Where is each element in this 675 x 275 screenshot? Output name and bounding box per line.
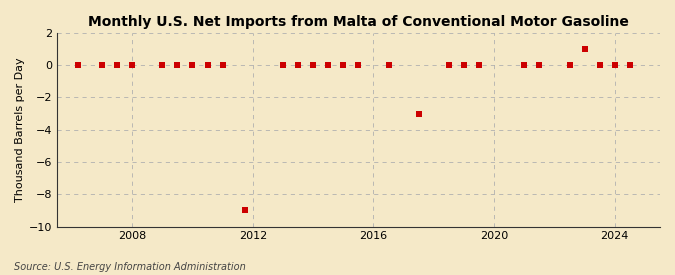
- Point: [97, 63, 107, 67]
- Point: [323, 63, 333, 67]
- Point: [338, 63, 349, 67]
- Point: [519, 63, 530, 67]
- Text: Source: U.S. Energy Information Administration: Source: U.S. Energy Information Administ…: [14, 262, 245, 272]
- Point: [277, 63, 288, 67]
- Point: [353, 63, 364, 67]
- Point: [240, 208, 250, 213]
- Point: [383, 63, 394, 67]
- Point: [202, 63, 213, 67]
- Point: [534, 63, 545, 67]
- Point: [413, 111, 424, 116]
- Title: Monthly U.S. Net Imports from Malta of Conventional Motor Gasoline: Monthly U.S. Net Imports from Malta of C…: [88, 15, 629, 29]
- Point: [564, 63, 575, 67]
- Point: [111, 63, 122, 67]
- Point: [293, 63, 304, 67]
- Point: [157, 63, 167, 67]
- Point: [72, 63, 83, 67]
- Point: [308, 63, 319, 67]
- Point: [624, 63, 635, 67]
- Point: [610, 63, 620, 67]
- Point: [172, 63, 183, 67]
- Y-axis label: Thousand Barrels per Day: Thousand Barrels per Day: [15, 57, 25, 202]
- Point: [579, 47, 590, 51]
- Point: [127, 63, 138, 67]
- Point: [594, 63, 605, 67]
- Point: [458, 63, 469, 67]
- Point: [187, 63, 198, 67]
- Point: [217, 63, 228, 67]
- Point: [443, 63, 454, 67]
- Point: [474, 63, 485, 67]
